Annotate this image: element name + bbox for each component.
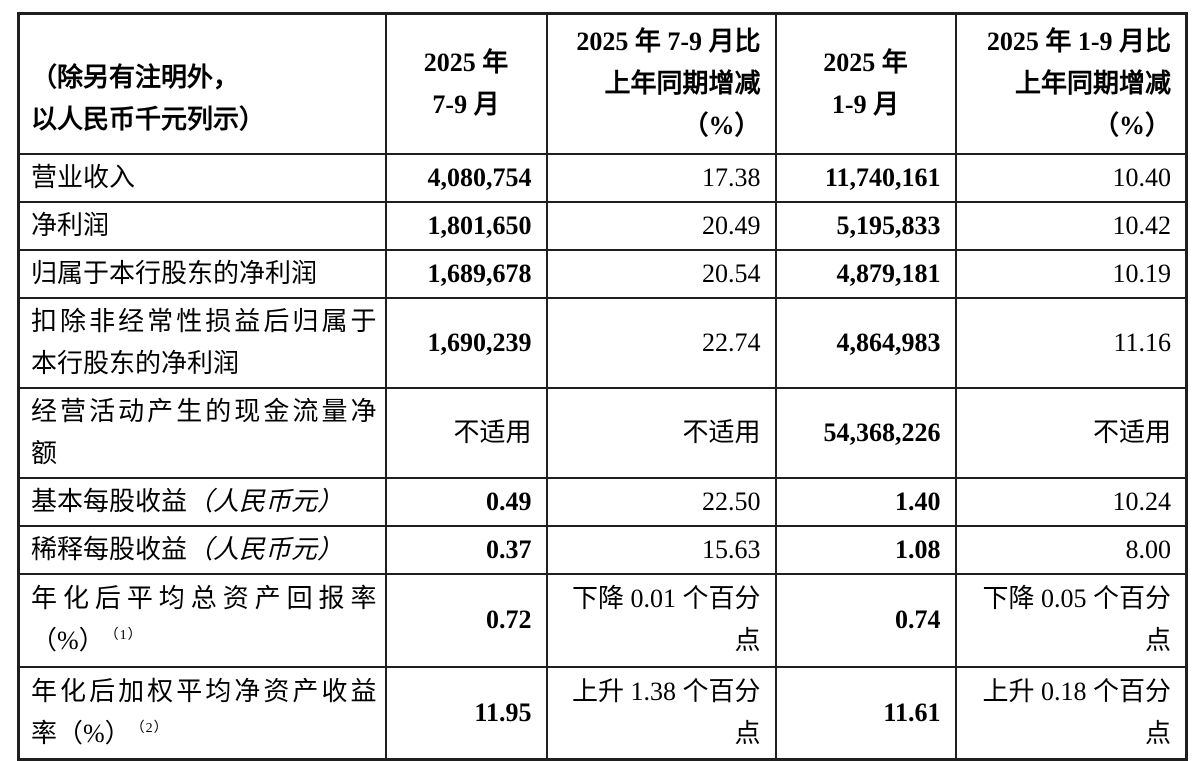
table-row-diluted-eps: 稀释每股收益（人民币元） 0.37 15.63 1.08 8.00 [17,524,1188,575]
table-header-row: （除另有注明外， 以人民币千元列示） 2025 年 7-9 月 2025 年 7… [17,12,1188,155]
yoy-q3: 22.50 [545,476,777,527]
yoy-q3: 17.38 [545,152,777,203]
value-9m: 1.40 [774,476,957,527]
table-row-net-profit: 净利润 1,801,650 20.49 5,195,833 10.42 [17,200,1188,251]
value-9m: 54,368,226 [774,386,957,479]
table-row-profit-excl-nonrecurring: 扣除非经常性损益后归属于 本行股东的净利润 1,690,239 22.74 4,… [17,296,1188,389]
table-row-operating-income: 营业收入 4,080,754 17.38 11,740,161 10.40 [17,152,1188,203]
value-q3: 0.72 [384,572,548,668]
footnote-marker-2: （2） [137,721,169,737]
metric-label: 归属于本行股东的净利润 [17,248,387,299]
metric-label: 扣除非经常性损益后归属于 本行股东的净利润 [17,296,387,389]
table-row-return-on-equity: 年化后加权平均净资产收益 率（%） （2） 11.95 上升 1.38 个百分 点… [17,665,1188,761]
value-q3: 1,689,678 [384,248,548,299]
value-q3: 0.49 [384,476,548,527]
metric-label-line1: 年化后平均总资产回报率 [31,584,377,613]
metric-label-line2: 率（%） （2） [31,718,169,748]
value-9m: 5,195,833 [774,200,957,251]
yoy-9m: 10.42 [954,200,1188,251]
table-row-profit-attributable: 归属于本行股东的净利润 1,689,678 20.54 4,879,181 10… [17,248,1188,299]
metric-label-line1: 扣除非经常性损益后归属于 [31,306,377,336]
yoy-9m: 上升 0.18 个百分 点 [954,665,1188,761]
yoy-q3: 22.74 [545,296,777,389]
yoy-q3: 15.63 [545,524,777,575]
table-row-operating-cash-flow: 经营活动产生的现金流量净 额 不适用 不适用 54,368,226 不适用 [17,386,1188,479]
yoy-9m: 10.40 [954,152,1188,203]
value-q3: 不适用 [384,386,548,479]
yoy-9m: 8.00 [954,524,1188,575]
metric-label-currency: （人民币元） [187,534,344,564]
yoy-9m: 10.24 [954,476,1188,527]
yoy-q3: 下降 0.01 个百分 点 [545,572,777,668]
metric-label-line2: （%） （1） [31,626,143,655]
value-9m: 0.74 [774,572,957,668]
header-col-q3-yoy: 2025 年 7-9 月比 上年同期增减 （%） [545,12,777,155]
value-9m: 4,864,983 [774,296,957,389]
yoy-9m: 11.16 [954,296,1188,389]
value-9m: 4,879,181 [774,248,957,299]
metric-label-line1: 年化后加权平均净资产收益 [31,676,377,706]
yoy-q3: 20.54 [545,248,777,299]
yoy-9m: 10.19 [954,248,1188,299]
metric-label: 营业收入 [17,152,387,203]
value-9m: 1.08 [774,524,957,575]
value-9m: 11,740,161 [774,152,957,203]
value-9m: 11.61 [774,665,957,761]
metric-label: 经营活动产生的现金流量净 额 [17,386,387,479]
yoy-q3: 20.49 [545,200,777,251]
metric-label-line2: 本行股东的净利润 [31,348,240,378]
yoy-9m: 不适用 [954,386,1188,479]
footnote-marker-1: （1） [111,628,143,644]
yoy-q3: 上升 1.38 个百分 点 [545,665,777,761]
value-q3: 1,690,239 [384,296,548,389]
financial-summary-table: （除另有注明外， 以人民币千元列示） 2025 年 7-9 月 2025 年 7… [17,12,1188,761]
metric-label: 基本每股收益（人民币元） [17,476,387,527]
header-col-2025-q3: 2025 年 7-9 月 [384,12,548,155]
value-q3: 0.37 [384,524,548,575]
header-unit-note: （除另有注明外， 以人民币千元列示） [17,12,387,155]
table-row-basic-eps: 基本每股收益（人民币元） 0.49 22.50 1.40 10.24 [17,476,1188,527]
value-q3: 11.95 [384,665,548,761]
value-q3: 4,080,754 [384,152,548,203]
metric-label: 稀释每股收益（人民币元） [17,524,387,575]
metric-label-text: 稀释每股收益 [31,534,188,564]
metric-label: 净利润 [17,200,387,251]
metric-label-line2: 额 [31,438,58,468]
header-col-9m-yoy: 2025 年 1-9 月比 上年同期增减 （%） [954,12,1188,155]
metric-label-currency: （人民币元） [187,486,344,516]
metric-label-line1: 经营活动产生的现金流量净 [31,396,377,426]
metric-label: 年化后加权平均净资产收益 率（%） （2） [17,665,387,761]
metric-label-text: 基本每股收益 [31,486,188,516]
yoy-q3: 不适用 [545,386,777,479]
header-col-2025-9m: 2025 年 1-9 月 [774,12,957,155]
yoy-9m: 下降 0.05 个百分 点 [954,572,1188,668]
value-q3: 1,801,650 [384,200,548,251]
table-row-return-on-assets: 年化后平均总资产回报率 （%） （1） 0.72 下降 0.01 个百分 点 0.… [17,572,1188,668]
metric-label: 年化后平均总资产回报率 （%） （1） [17,572,387,668]
